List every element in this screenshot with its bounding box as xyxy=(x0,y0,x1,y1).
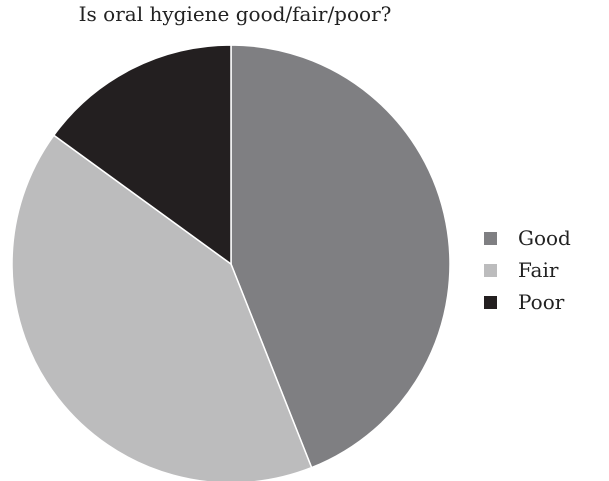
pie-chart xyxy=(11,44,451,481)
legend-item-fair: Fair xyxy=(484,254,571,286)
legend-item-poor: Poor xyxy=(484,286,571,318)
legend-item-good: Good xyxy=(484,222,571,254)
legend-swatch-poor xyxy=(484,295,497,309)
legend-label-good: Good xyxy=(518,226,571,250)
legend-swatch-fair xyxy=(484,263,497,277)
pie-slice-fair xyxy=(11,134,313,481)
legend-label-poor: Poor xyxy=(518,290,565,314)
chart-title: Is oral hygiene good/fair/poor? xyxy=(78,2,392,26)
legend-swatch-good xyxy=(484,231,497,245)
pie-slice-poor xyxy=(53,44,232,265)
legend: Good Fair Poor xyxy=(484,222,571,318)
legend-label-fair: Fair xyxy=(518,258,559,282)
pie-slice-good xyxy=(230,44,451,469)
